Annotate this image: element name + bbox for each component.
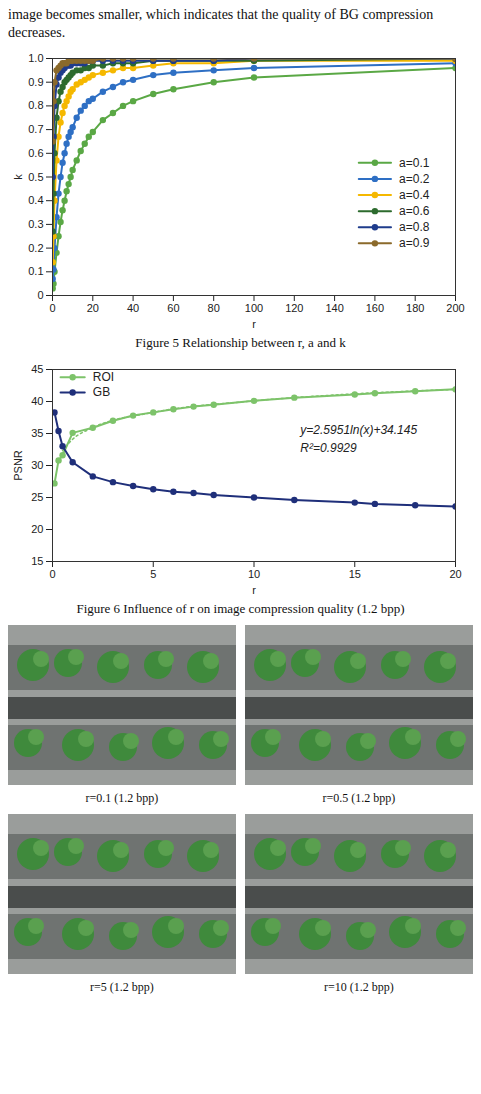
svg-text:r: r [252, 318, 256, 330]
svg-text:30: 30 [31, 459, 43, 471]
svg-text:0: 0 [37, 289, 43, 301]
html-text:image becomes smaller, which i: image becomes smaller, which indicates t… [8, 7, 434, 40]
svg-text:15: 15 [31, 555, 43, 567]
svg-text:180: 180 [406, 302, 424, 314]
html-text:Figure 5 Relationship between: Figure 5 Relationship between r, a and k [135, 335, 346, 350]
svg-text:40: 40 [31, 395, 43, 407]
svg-text:0.4: 0.4 [28, 194, 43, 206]
svg-text:k: k [12, 174, 24, 180]
svg-text:ROI: ROI [93, 370, 114, 384]
svg-text:25: 25 [31, 491, 43, 503]
svg-text:140: 140 [325, 302, 343, 314]
svg-text:200: 200 [446, 302, 464, 314]
svg-text:120: 120 [285, 302, 303, 314]
svg-text:r: r [252, 584, 256, 596]
svg-text:y=2.5951ln(x)+34.145: y=2.5951ln(x)+34.145 [299, 423, 417, 437]
svg-text:80: 80 [208, 302, 220, 314]
svg-text:a=0.8: a=0.8 [399, 220, 430, 234]
svg-text:0.2: 0.2 [28, 242, 43, 254]
svg-text:10: 10 [248, 568, 260, 580]
svg-text:1.0: 1.0 [28, 52, 43, 64]
svg-text:35: 35 [31, 427, 43, 439]
svg-text:R²=0.9929: R²=0.9929 [300, 441, 357, 455]
svg-text:0.1: 0.1 [28, 265, 43, 277]
svg-text:PSNR: PSNR [12, 450, 24, 481]
html-text:r=0.1 (1.2 bpp): r=0.1 (1.2 bpp) [85, 791, 159, 805]
svg-text:0.9: 0.9 [28, 76, 43, 88]
svg-text:45: 45 [31, 363, 43, 375]
svg-text:0.7: 0.7 [28, 123, 43, 135]
svg-text:60: 60 [167, 302, 179, 314]
svg-text:a=0.6: a=0.6 [399, 204, 430, 218]
svg-text:40: 40 [127, 302, 139, 314]
svg-text:20: 20 [31, 523, 43, 535]
html-text:r=0.5 (1.2 bpp): r=0.5 (1.2 bpp) [322, 791, 396, 805]
html-text:Figure 6 Influence of r on ima: Figure 6 Influence of r on image compres… [76, 601, 405, 616]
svg-text:20: 20 [449, 568, 461, 580]
html-text:r=5 (1.2 bpp): r=5 (1.2 bpp) [90, 980, 154, 994]
svg-text:a=0.2: a=0.2 [399, 172, 430, 186]
svg-text:a=0.4: a=0.4 [399, 188, 430, 202]
svg-text:15: 15 [349, 568, 361, 580]
svg-text:0: 0 [49, 302, 55, 314]
svg-text:5: 5 [150, 568, 156, 580]
svg-text:160: 160 [366, 302, 384, 314]
html-text:r=10 (1.2 bpp): r=10 (1.2 bpp) [324, 980, 394, 994]
svg-text:0.6: 0.6 [28, 147, 43, 159]
svg-text:GB: GB [93, 385, 110, 399]
svg-text:100: 100 [245, 302, 263, 314]
svg-text:a=0.1: a=0.1 [399, 156, 430, 170]
svg-text:0.8: 0.8 [28, 99, 43, 111]
svg-text:0.5: 0.5 [28, 171, 43, 183]
svg-text:0.3: 0.3 [28, 218, 43, 230]
svg-text:0: 0 [49, 568, 55, 580]
svg-text:a=0.9: a=0.9 [399, 236, 430, 250]
svg-text:20: 20 [87, 302, 99, 314]
